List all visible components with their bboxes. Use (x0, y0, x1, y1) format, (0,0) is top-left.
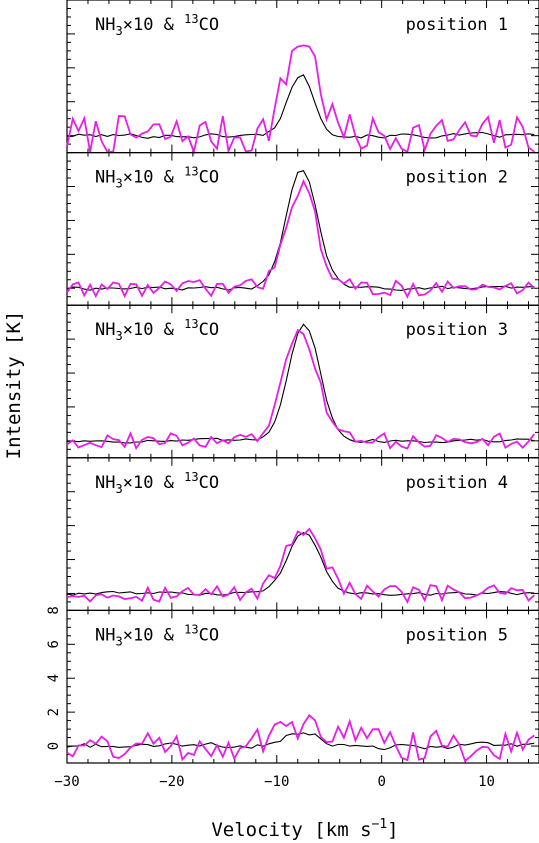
series-label: NH3×10 & 13CO (95, 622, 219, 648)
y-tick-label: 6 (46, 640, 62, 648)
y-tick-label: 2 (46, 708, 62, 716)
series-nh3 (66, 328, 536, 451)
panel-4: NH3×10 & 13CO position 4 (66, 457, 539, 611)
y-axis-label: Intensity [K] (3, 311, 25, 460)
series-13co (66, 74, 535, 139)
position-label: position 1 (406, 15, 508, 35)
series-nh3 (66, 713, 535, 763)
series-label: NH3×10 & 13CO (95, 317, 219, 343)
position-label: position 4 (406, 473, 508, 493)
series-nh3 (66, 178, 535, 299)
panel-2: NH3×10 & 13CO position 2 (66, 152, 539, 306)
series-nh3 (66, 44, 535, 155)
y-tick-labels: 0 2 4 6 8 (46, 606, 62, 750)
panel-5: NH3×10 & 13CO position 5 (66, 609, 539, 764)
position-label: position 5 (406, 625, 508, 645)
x-tick-label: −30 (54, 774, 79, 790)
series-13co (66, 531, 535, 596)
series-nh3 (66, 527, 535, 604)
series-13co (66, 732, 535, 751)
panel-1: NH3×10 & 13CO position 1 (66, 0, 539, 155)
panels: NH3×10 & 13CO position 1 NH3×10 & 13CO posi… (66, 0, 539, 764)
series-label: NH3×10 & 13CO (95, 165, 219, 191)
series-13co (66, 323, 535, 444)
series-label: NH3×10 & 13CO (95, 12, 219, 38)
y-tick-label: 4 (46, 674, 62, 682)
position-label: position 2 (406, 168, 508, 188)
x-tick-label: 10 (478, 774, 495, 790)
y-tick-label: 0 (46, 742, 62, 750)
series-label: NH3×10 & 13CO (95, 470, 219, 496)
x-tick-label: −10 (264, 774, 289, 790)
x-tick-label: −20 (159, 774, 184, 790)
panel-3: NH3×10 & 13CO position 3 (66, 304, 539, 459)
position-label: position 3 (406, 320, 508, 340)
y-tick-label: 8 (46, 606, 62, 614)
x-axis-label: Velocity [km s−1] (211, 817, 398, 841)
x-tick-label: 0 (377, 774, 385, 790)
x-tick-labels: −30 −20 −10 0 10 (54, 774, 495, 790)
